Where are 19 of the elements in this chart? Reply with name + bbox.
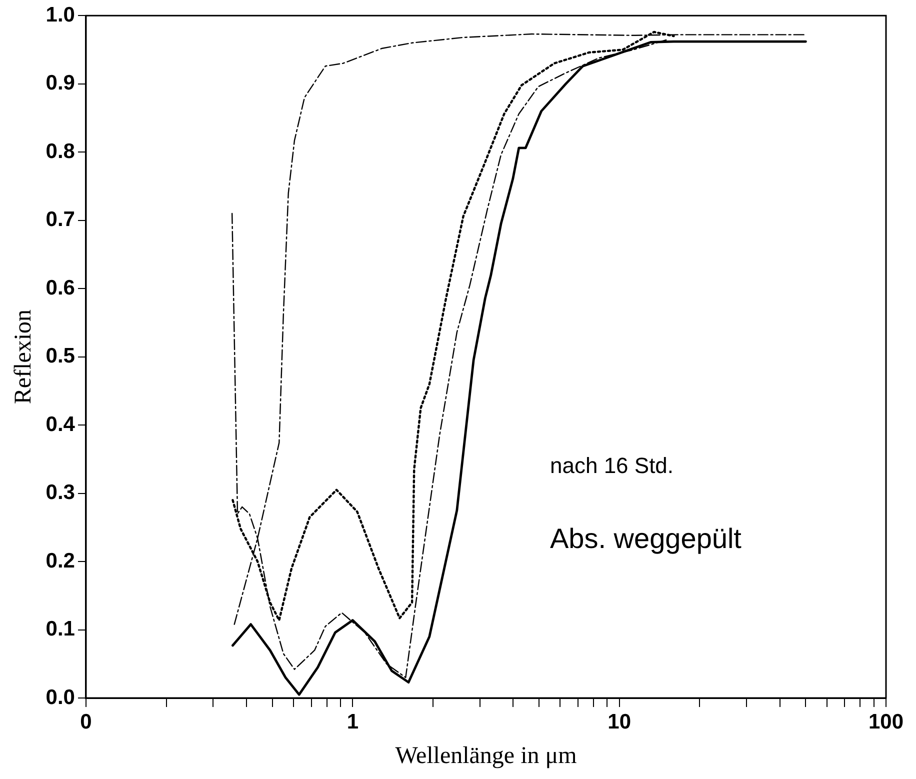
x-tick-label: 100 (868, 710, 904, 734)
annotation: Abs. weggepült (550, 522, 742, 554)
y-tick-label: 0.8 (46, 140, 76, 163)
y-tick-label: 0.5 (46, 344, 76, 368)
x-axis-title: Wellenlänge in μm (395, 742, 578, 769)
y-tick-label: 0.4 (46, 412, 76, 436)
x-tick-label: 1 (346, 710, 359, 734)
annotation: nach 16 Std. (550, 452, 674, 478)
y-tick-label: 0.2 (46, 549, 75, 572)
x-tick-label: 10 (608, 710, 632, 734)
y-axis-title: Reflexion (10, 309, 37, 404)
y-tick-label: 0.6 (46, 276, 75, 300)
y-tick-label: 0.1 (46, 618, 76, 641)
x-tick-label: 0 (80, 710, 92, 734)
y-tick-label: 0.9 (46, 72, 75, 95)
y-tick-label: 0.0 (46, 686, 75, 709)
y-tick-label: 0.3 (46, 481, 75, 504)
y-tick-label: 1.0 (46, 3, 75, 26)
y-tick-label: 0.7 (46, 208, 75, 232)
